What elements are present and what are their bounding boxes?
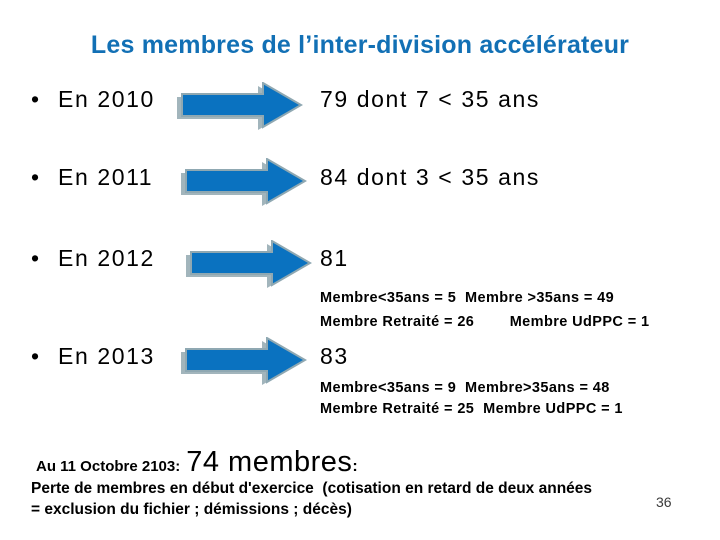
arrow-main-shape (185, 158, 307, 205)
bullet-icon: • (31, 245, 40, 271)
value-2010: 79 dont 7 < 35 ans (320, 86, 540, 112)
detail-2012-line1: Membre<35ans = 5 Membre >35ans = 49 (320, 290, 615, 306)
bullet-icon: • (31, 86, 40, 112)
year-label-2011: En 2011 (58, 164, 154, 190)
right-arrow-icon (186, 240, 312, 288)
value-2013: 83 (320, 343, 349, 369)
value-2012: 81 (320, 245, 349, 271)
arrow-main-shape (185, 337, 307, 384)
year-label-2012: En 2012 (58, 245, 155, 271)
arrow-main-shape (181, 82, 303, 129)
page-title: Les membres de l’inter-division accéléra… (90, 31, 630, 59)
right-arrow-icon (181, 337, 307, 385)
year-label-2013: En 2013 (58, 343, 155, 369)
right-arrow-icon (181, 158, 307, 206)
bullet-icon: • (31, 343, 40, 369)
detail-2012-line2: Membre Retraité = 26 Membre UdPPC = 1 (320, 314, 650, 330)
summary-member-count: 74 membres (186, 446, 353, 478)
year-label-2010: En 2010 (58, 86, 155, 112)
arrow-main-shape (190, 240, 312, 287)
value-2011: 84 dont 3 < 35 ans (320, 164, 540, 190)
note-line-2: = exclusion du fichier ; démissions ; dé… (31, 501, 352, 518)
note-line-1: Perte de membres en début d'exercice (co… (31, 480, 593, 497)
member-total-summary: Au 11 Octobre 2103: 74 membres : (36, 446, 358, 479)
summary-colon: : (352, 458, 358, 475)
bullet-icon: • (31, 164, 40, 190)
detail-2013-line2: Membre Retraité = 25 Membre UdPPC = 1 (320, 401, 623, 417)
page-number: 36 (656, 494, 672, 510)
right-arrow-icon (177, 82, 303, 130)
summary-date-label: Au 11 Octobre 2103: (36, 458, 181, 475)
detail-2013-line1: Membre<35ans = 9 Membre>35ans = 48 (320, 380, 610, 396)
